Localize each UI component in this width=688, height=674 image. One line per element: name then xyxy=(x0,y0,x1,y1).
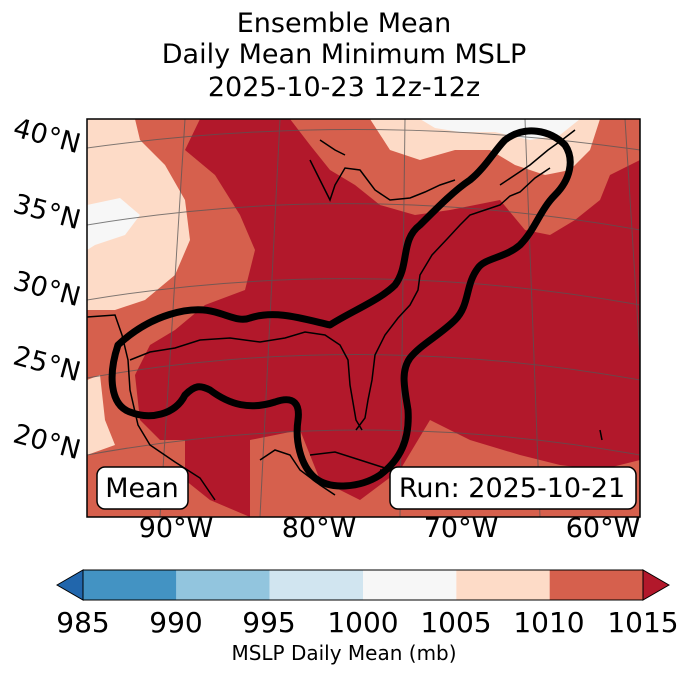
colorbar-segment xyxy=(549,570,643,600)
colorbar-tick-1000: 1000 xyxy=(327,606,399,639)
colorbar-tick-1015: 1015 xyxy=(607,606,679,639)
colorbar-segment xyxy=(269,570,363,600)
mean-label: Mean xyxy=(105,473,179,504)
lon-label-90w: 90°W xyxy=(138,513,214,544)
run-label: Run: 2025-10-21 xyxy=(399,473,625,504)
colorbar-tick-990: 990 xyxy=(149,606,203,639)
colorbar-tick-1005: 1005 xyxy=(420,606,492,639)
title-line-2: Daily Mean Minimum MSLP xyxy=(161,39,527,70)
colorbar-segment xyxy=(363,570,457,600)
colorbar-segment xyxy=(456,570,550,600)
colorbar-tick-1010: 1010 xyxy=(513,606,585,639)
colorbar-tick-985: 985 xyxy=(56,606,110,639)
lon-label-70w: 70°W xyxy=(423,513,499,544)
colorbar-label: MSLP Daily Mean (mb) xyxy=(231,641,457,665)
mean-annotation: Mean xyxy=(96,466,189,510)
pressure-field-1000-west xyxy=(87,198,140,250)
colorbar-extend-high xyxy=(642,569,671,601)
low-pressure-contour xyxy=(108,127,574,490)
title-line-3: 2025-10-23 12z-12z xyxy=(207,72,481,103)
run-annotation: Run: 2025-10-21 xyxy=(389,466,637,510)
colorbar-extend-low xyxy=(55,569,84,601)
colorbar-segment xyxy=(83,570,177,600)
colorbar-frame xyxy=(82,569,644,601)
title-line-1: Ensemble Mean xyxy=(236,8,452,39)
lon-label-60w: 60°W xyxy=(565,513,641,544)
map-frame xyxy=(86,118,641,518)
colorbar-segment xyxy=(176,570,270,600)
lon-label-80w: 80°W xyxy=(281,513,357,544)
colorbar-tick-995: 995 xyxy=(242,606,296,639)
pressure-field-1005-west-lower xyxy=(87,375,115,455)
